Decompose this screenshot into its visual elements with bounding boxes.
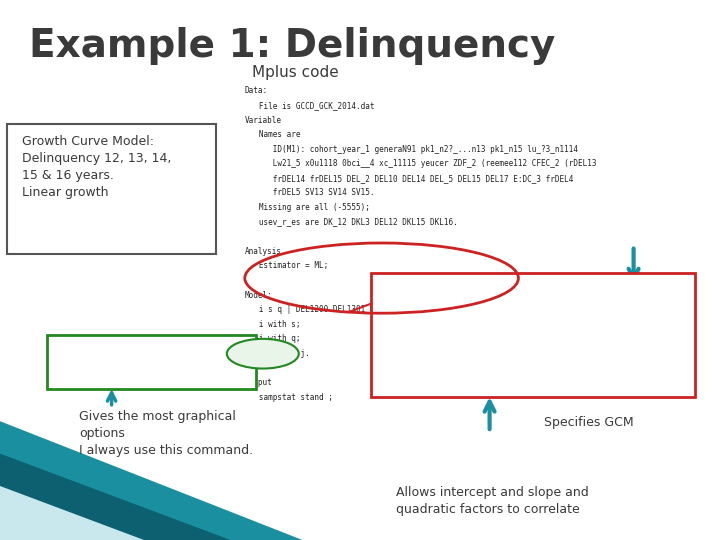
Text: Plot :
type = plot3 ;: Plot : type = plot3 ; (58, 343, 153, 376)
Text: frDEL5 SV13 SV14 SV15.: frDEL5 SV13 SV14 SV15. (245, 188, 374, 198)
FancyBboxPatch shape (7, 124, 216, 254)
Text: Gives the most graphical
options
I always use this command.: Gives the most graphical options I alway… (79, 410, 253, 457)
Text: Estimator = ML;: Estimator = ML; (245, 261, 328, 271)
Text: Growth Curve Model:
Delinquency 12, 13, 14,
15 & 16 years.
Linear growth: Growth Curve Model: Delinquency 12, 13, … (22, 135, 171, 199)
Text: sampstat stand ;: sampstat stand ; (245, 393, 333, 402)
Text: Lw21_5 x0u1118 0bci__4 xc_11115 yeucer ZDF_2 (reemee112 CFEC_2 (rDEL13: Lw21_5 x0u1118 0bci__4 xc_11115 yeucer Z… (245, 159, 596, 168)
Text: Example 1: Delinquency: Example 1: Delinquency (29, 27, 555, 65)
Text: File is GCCD_GCK_2014.dat: File is GCCD_GCK_2014.dat (245, 101, 374, 110)
Text: Analysis: Analysis (245, 247, 282, 256)
Text: plot
type = plot3.: plot type = plot3. (235, 342, 290, 355)
Text: usev_r_es are DK_12 DKL3 DEL12 DKL15 DKL16.: usev_r_es are DK_12 DKL3 DEL12 DKL15 DKL… (245, 218, 457, 227)
Text: i s q | DEL1200 DEL1301 DEL_4@2 DEL1500 DEL_0@4: i s q | DEL1200 DEL1301 DEL_4@2 DEL1500 … (245, 305, 476, 314)
Text: Allows intercept and slope and
quadratic factors to correlate: Allows intercept and slope and quadratic… (396, 486, 589, 516)
Ellipse shape (227, 339, 299, 368)
Polygon shape (0, 454, 230, 540)
Text: Specifies GCM: Specifies GCM (544, 416, 634, 429)
Text: Missing are all (-5555);: Missing are all (-5555); (245, 203, 369, 212)
Text: ID(M1): cohort_year_1 generaN91 pk1_n2?_...n13 pk1_n15 lu_?3_n1114: ID(M1): cohort_year_1 generaN91 pk1_n2?_… (245, 145, 577, 154)
FancyBboxPatch shape (371, 273, 695, 397)
Text: s s  th  j.: s s th j. (245, 349, 310, 358)
Text: i with q;: i with q; (245, 334, 300, 343)
Polygon shape (0, 486, 144, 540)
Text: i s | DEL12@0 DEL13@1
DEL14@2 DEL15@3;
DEL16@4;: i s | DEL12@0 DEL13@1 DEL14@2 DEL15@3; D… (385, 301, 585, 355)
Text: Names are: Names are (245, 130, 300, 139)
Text: output: output (245, 378, 273, 387)
Text: i with s; i with q; s with q;: i with s; i with q; s with q; (385, 362, 556, 375)
Text: Model:: Model: (245, 291, 273, 300)
Polygon shape (0, 421, 302, 540)
Text: Model:: Model: (385, 284, 431, 298)
Text: frDEL14 frDEL15 DEL_2 DEL10 DEL14 DEL_5 DEL15 DEL17 E:DC_3 frDEL4: frDEL14 frDEL15 DEL_2 DEL10 DEL14 DEL_5 … (245, 174, 573, 183)
FancyBboxPatch shape (47, 335, 256, 389)
Text: Data:: Data: (245, 86, 268, 96)
Text: Variable: Variable (245, 116, 282, 125)
Text: i with s;: i with s; (245, 320, 300, 329)
Text: Mplus code: Mplus code (252, 65, 338, 80)
